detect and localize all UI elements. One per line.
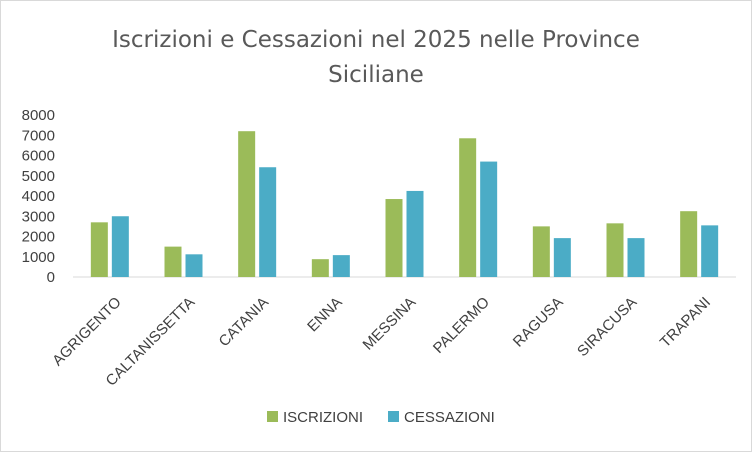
chart-title-line-2: Siciliane	[328, 62, 424, 88]
bar-iscrizioni-agrigento	[90, 222, 108, 277]
bar-cessazioni-catania	[259, 167, 277, 277]
x-category-label: RAGUSA	[510, 294, 567, 351]
y-tick-label: 8000	[22, 107, 55, 124]
bar-iscrizioni-enna	[311, 259, 329, 277]
bar-iscrizioni-catania	[238, 131, 256, 277]
bar-iscrizioni-trapani	[680, 211, 698, 277]
y-tick-label: 5000	[22, 168, 55, 185]
bar-iscrizioni-caltanissetta	[164, 246, 182, 277]
bar-iscrizioni-messina	[385, 199, 403, 277]
bar-iscrizioni-palermo	[459, 138, 477, 277]
bar-iscrizioni-ragusa	[532, 226, 550, 277]
bar-cessazioni-siracusa	[627, 238, 645, 277]
legend-swatch-iscrizioni	[267, 411, 278, 422]
x-category-label: MESSINA	[360, 294, 420, 354]
x-category-label: PALERMO	[430, 294, 493, 357]
bar-cessazioni-trapani	[701, 225, 719, 277]
y-tick-label: 7000	[22, 127, 55, 144]
y-tick-label: 4000	[22, 188, 55, 205]
bar-cessazioni-enna	[332, 255, 350, 277]
legend: ISCRIZIONI CESSAZIONI	[267, 409, 495, 426]
y-tick-label: 6000	[22, 148, 55, 165]
chart-title-line-1: Iscrizioni e Cessazioni nel 2025 nelle P…	[112, 27, 640, 53]
y-axis-ticks: 0 1000 2000 3000 4000 5000 6000 7000 8000	[22, 107, 55, 286]
bar-cessazioni-messina	[406, 190, 424, 277]
bar-cessazioni-agrigento	[111, 216, 129, 277]
x-category-label: TRAPANI	[657, 294, 714, 351]
bar-iscrizioni-siracusa	[606, 223, 624, 277]
bar-cessazioni-palermo	[480, 161, 498, 277]
legend-swatch-cessazioni	[388, 411, 399, 422]
x-category-label: ENNA	[304, 294, 345, 335]
legend-label-cessazioni: CESSAZIONI	[404, 409, 495, 426]
bar-cessazioni-caltanissetta	[185, 254, 203, 277]
y-tick-label: 3000	[22, 208, 55, 225]
x-category-label: SIRACUSA	[574, 294, 640, 360]
x-category-label: AGRIGENTO	[49, 294, 124, 369]
legend-label-iscrizioni: ISCRIZIONI	[283, 409, 363, 426]
bars-group	[90, 131, 719, 277]
y-tick-label: 0	[47, 269, 55, 286]
y-tick-label: 1000	[22, 249, 55, 266]
bar-cessazioni-ragusa	[553, 238, 571, 277]
x-category-label: CATANIA	[216, 294, 272, 350]
y-tick-label: 2000	[22, 229, 55, 246]
